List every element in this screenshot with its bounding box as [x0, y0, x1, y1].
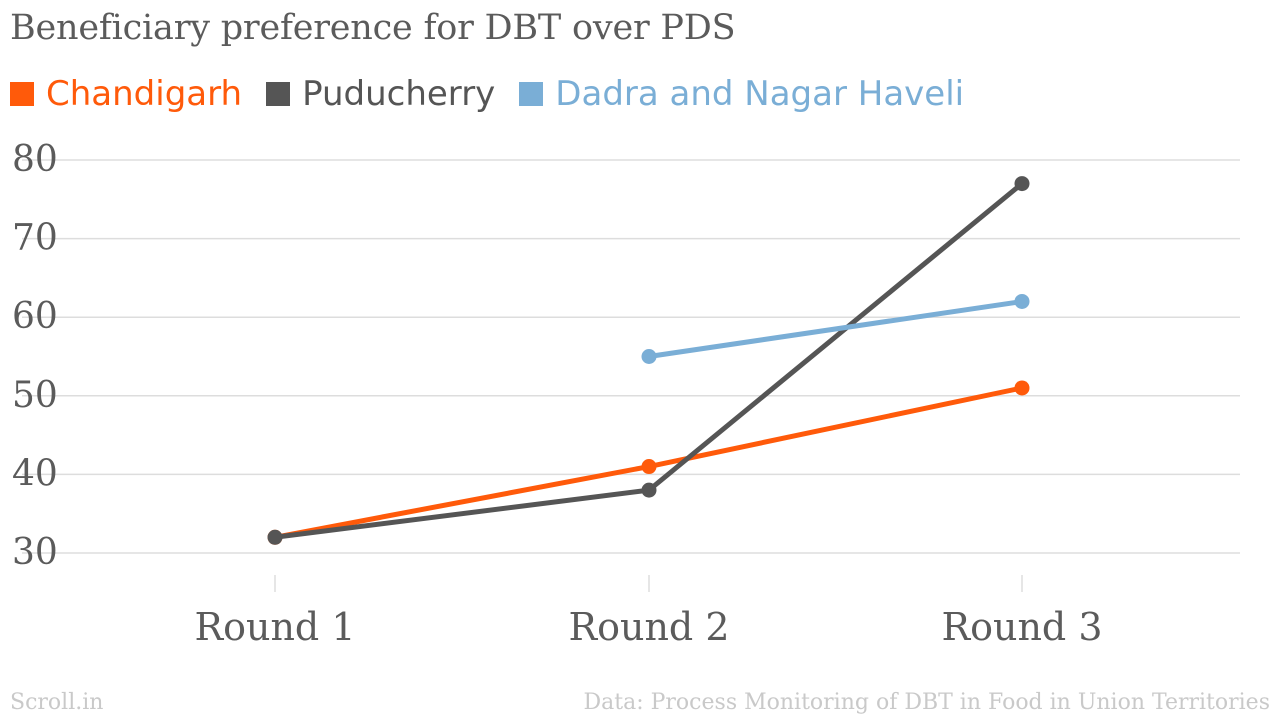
- legend-label-dadra-and-nagar-haveli: Dadra and Nagar Haveli: [555, 74, 965, 114]
- series-lines: [267, 176, 1030, 545]
- data-point-chandigarh-round-3: [1014, 380, 1030, 396]
- y-tick-label-60: 60: [12, 296, 58, 337]
- y-tick-label-30: 30: [12, 532, 58, 573]
- y-tick-label-80: 80: [12, 139, 58, 180]
- y-axis-ticks: 30 40 50 60 70 80: [12, 139, 58, 573]
- data-point-puducherry-round-2: [641, 482, 657, 498]
- x-tick-label-2: Round 2: [568, 605, 729, 649]
- legend-label-chandigarh: Chandigarh: [46, 74, 243, 114]
- series-dadra-and-nagar-haveli: [641, 293, 1030, 364]
- legend-swatch-puducherry: [266, 82, 291, 106]
- x-tick-label-1: Round 1: [194, 605, 355, 649]
- series-puducherry: [267, 176, 1030, 545]
- data-point-puducherry-round-3: [1014, 176, 1030, 192]
- y-tick-label-40: 40: [12, 453, 58, 494]
- gridlines: [22, 159, 1240, 554]
- series-line-dadra-and-nagar-haveli: [646, 298, 1025, 359]
- legend-swatch-dadra-and-nagar-haveli: [519, 82, 544, 106]
- legend-label-puducherry: Puducherry: [302, 74, 496, 114]
- footer-source-left: Scroll.in: [10, 690, 104, 715]
- series-chandigarh: [267, 380, 1030, 545]
- data-point-chandigarh-round-2: [641, 459, 657, 475]
- legend-item-dadra-and-nagar-haveli: Dadra and Nagar Haveli: [519, 74, 964, 114]
- y-tick-label-50: 50: [12, 375, 58, 416]
- legend-item-puducherry: Puducherry: [266, 74, 495, 114]
- x-tick-label-3: Round 3: [941, 605, 1102, 649]
- footer-source-right: Data: Process Monitoring of DBT in Food …: [583, 690, 1271, 715]
- chart-title: Beneficiary preference for DBT over PDS: [10, 8, 736, 48]
- y-tick-label-70: 70: [12, 218, 58, 259]
- x-axis-ticks: Round 1 Round 2 Round 3: [194, 575, 1103, 649]
- legend-item-chandigarh: Chandigarh: [10, 74, 242, 114]
- chart-legend: Chandigarh Puducherry Dadra and Nagar Ha…: [10, 74, 988, 114]
- data-point-puducherry-round-1: [267, 529, 283, 545]
- legend-swatch-chandigarh: [10, 82, 34, 106]
- data-point-dadra-and-nagar-haveli-round-2: [641, 349, 657, 364]
- data-point-dadra-and-nagar-haveli-round-3: [1014, 293, 1030, 309]
